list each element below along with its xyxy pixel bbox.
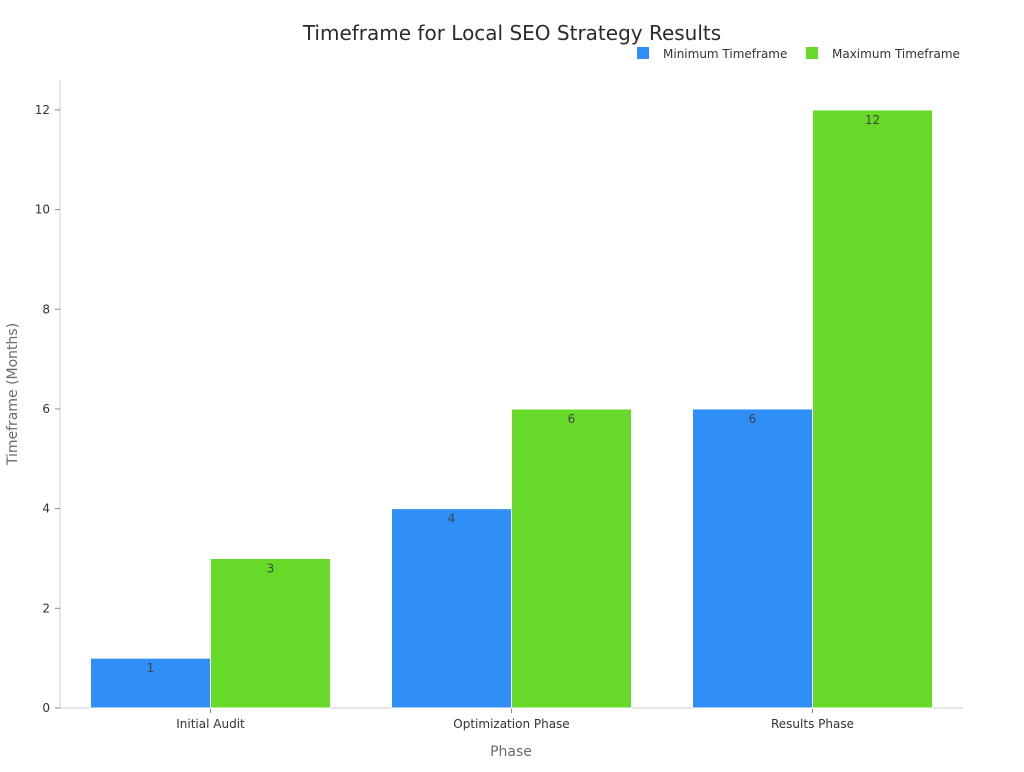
y-tick-label: 8: [42, 302, 50, 316]
y-axis-label: Timeframe (Months): [5, 323, 21, 466]
bar: [391, 508, 512, 709]
legend-swatch: [637, 47, 649, 59]
y-tick-label: 0: [42, 701, 50, 715]
y-tick-label: 4: [42, 502, 50, 516]
legend-swatch: [806, 47, 818, 59]
bar-value-label: 6: [568, 412, 576, 426]
legend-label: Maximum Timeframe: [832, 47, 960, 61]
bar-value-label: 6: [749, 412, 757, 426]
bar: [812, 109, 933, 709]
bar-value-label: 3: [267, 561, 275, 575]
y-tick-label: 10: [35, 203, 50, 217]
y-tick-label: 6: [42, 402, 50, 416]
bar: [210, 557, 331, 709]
x-axis-label: Phase: [490, 744, 532, 760]
legend: Minimum Timeframe Maximum Timeframe: [637, 47, 960, 61]
legend-label: Minimum Timeframe: [663, 47, 787, 61]
y-tick-label: 2: [42, 601, 50, 615]
bar: [511, 408, 632, 709]
x-tick-label: Initial Audit: [176, 717, 245, 731]
plot-area: 0 2 4 6 8 10 12 Initial Audit 1 3 Optimization Pha…: [35, 80, 963, 731]
x-tick-label: Results Phase: [771, 717, 854, 731]
bar-value-label: 1: [147, 661, 155, 675]
y-tick-label: 12: [35, 103, 50, 117]
bar: [692, 408, 813, 709]
bar-value-label: 4: [448, 512, 456, 526]
chart-title: Timeframe for Local SEO Strategy Results: [302, 21, 721, 45]
bar-value-label: 12: [865, 113, 880, 127]
x-tick-label: Optimization Phase: [453, 717, 569, 731]
